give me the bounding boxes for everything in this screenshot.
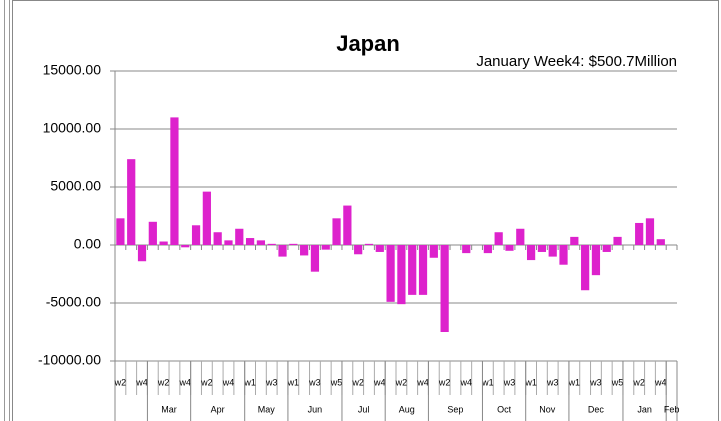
bar xyxy=(224,240,233,245)
y-tick-label: 15000.00 xyxy=(43,62,102,78)
month-label: Jan xyxy=(637,404,652,414)
bar xyxy=(602,245,611,252)
x-tick-label: w4 xyxy=(178,377,191,387)
bar xyxy=(354,245,363,255)
x-tick-label: w4 xyxy=(135,377,148,387)
bar xyxy=(526,245,536,261)
month-label: Aug xyxy=(399,404,415,414)
bar xyxy=(364,243,374,245)
bar xyxy=(570,236,579,245)
bar xyxy=(289,243,298,245)
x-tick-label: w4 xyxy=(654,377,667,387)
month-label: Feb xyxy=(664,404,680,414)
chart-title: Japan xyxy=(336,31,400,56)
bar xyxy=(613,236,622,245)
x-tick-label: w1 xyxy=(524,377,537,387)
x-tick-label: w2 xyxy=(632,377,645,387)
x-tick-label: w3 xyxy=(503,377,516,387)
bar xyxy=(127,159,136,245)
bar xyxy=(310,245,320,272)
bar xyxy=(418,245,428,295)
bar xyxy=(170,117,179,245)
bar xyxy=(137,245,147,262)
x-tick-label: w5 xyxy=(611,377,624,387)
x-tick-label: w4 xyxy=(222,377,235,387)
bar xyxy=(267,243,276,245)
bar xyxy=(429,245,438,258)
bar xyxy=(148,221,157,245)
month-label: Nov xyxy=(539,404,556,414)
y-tick-label: 10000.00 xyxy=(43,120,102,136)
bar xyxy=(343,205,352,245)
y-tick-label: -10000.00 xyxy=(38,352,101,368)
x-tick-label: w2 xyxy=(438,377,451,387)
bar xyxy=(440,245,449,332)
x-tick-label: w4 xyxy=(416,377,429,387)
bar xyxy=(256,240,266,245)
x-tick-label: w5 xyxy=(330,377,343,387)
x-tick-label: w2 xyxy=(395,377,408,387)
x-tick-label: w1 xyxy=(481,377,494,387)
bar xyxy=(505,245,514,251)
bar xyxy=(516,228,525,245)
bar xyxy=(645,218,655,245)
x-tick-label: w3 xyxy=(265,377,278,387)
bar xyxy=(462,245,471,254)
month-label: Mar xyxy=(161,404,177,414)
bar xyxy=(191,225,201,245)
month-label: Sep xyxy=(447,404,463,414)
month-label: Oct xyxy=(497,404,512,414)
x-tick-label: w1 xyxy=(287,377,300,387)
bar xyxy=(159,241,168,245)
x-tick-label: w2 xyxy=(351,377,364,387)
bar xyxy=(559,245,568,265)
x-tick-label: w3 xyxy=(589,377,602,387)
bar xyxy=(386,245,395,302)
bar xyxy=(548,245,557,257)
bar xyxy=(213,232,222,245)
y-tick-label: -5000.00 xyxy=(46,294,101,310)
month-label: May xyxy=(258,404,276,414)
bar xyxy=(245,238,255,245)
chart-frame xyxy=(12,0,719,421)
x-tick-label: w2 xyxy=(114,377,127,387)
y-tick-label: 0.00 xyxy=(74,236,101,252)
x-tick-label: w2 xyxy=(157,377,170,387)
y-tick-label: 5000.00 xyxy=(50,178,101,194)
bar xyxy=(300,245,309,256)
bar xyxy=(581,245,590,291)
bar xyxy=(116,218,125,245)
bar xyxy=(408,245,417,295)
x-tick-label: w3 xyxy=(546,377,559,387)
bar xyxy=(483,245,492,254)
annotation: January Week4: $500.7Million xyxy=(476,53,677,70)
bar xyxy=(537,245,547,252)
x-tick-label: w1 xyxy=(568,377,581,387)
bar xyxy=(635,222,644,245)
x-tick-label: w2 xyxy=(200,377,213,387)
bar xyxy=(332,218,341,245)
bar xyxy=(494,232,503,245)
bar xyxy=(181,245,190,248)
x-tick-label: w1 xyxy=(243,377,256,387)
bar xyxy=(656,239,665,245)
month-label: Dec xyxy=(588,404,605,414)
x-tick-label: w4 xyxy=(373,377,386,387)
month-label: Jun xyxy=(308,404,323,414)
bar xyxy=(321,245,330,250)
x-tick-label: w4 xyxy=(459,377,472,387)
bar xyxy=(202,191,211,245)
month-label: Jul xyxy=(358,404,370,414)
bar xyxy=(235,228,244,245)
x-tick-label: w3 xyxy=(308,377,321,387)
bar xyxy=(397,245,406,305)
month-label: Apr xyxy=(211,404,225,414)
bar xyxy=(278,245,287,257)
bar xyxy=(591,245,601,276)
bar xyxy=(375,245,384,252)
